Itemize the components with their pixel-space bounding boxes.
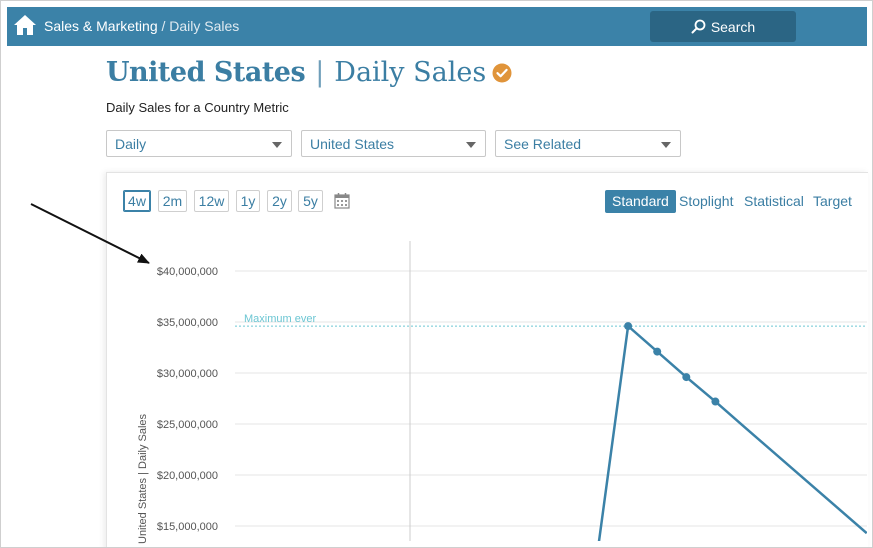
range-4w-button[interactable]: 4w bbox=[123, 190, 151, 212]
range-5y-button[interactable]: 5y bbox=[298, 190, 323, 212]
y-axis-tick-label: $40,000,000 bbox=[157, 266, 218, 278]
page-subtitle: Daily Sales for a Country Metric bbox=[106, 100, 289, 115]
breadcrumb-current-page: Daily Sales bbox=[169, 18, 240, 34]
chevron-down-icon bbox=[466, 142, 476, 148]
y-axis-tick-label: $30,000,000 bbox=[157, 368, 218, 380]
series-markers bbox=[624, 322, 720, 406]
y-axis-tick-labels: $40,000,000 $35,000,000 $30,000,000 $25,000… bbox=[157, 266, 218, 533]
title-metric: Daily Sales bbox=[334, 57, 487, 88]
data-point[interactable] bbox=[711, 397, 720, 406]
page-title: United States | Daily Sales bbox=[106, 57, 512, 88]
chart-gridlines bbox=[235, 270, 867, 527]
search-button-label: Search bbox=[710, 18, 756, 35]
range-2y-button[interactable]: 2y bbox=[267, 190, 292, 212]
series-line bbox=[597, 324, 867, 541]
maximum-ever-label: Maximum ever bbox=[244, 313, 316, 325]
y-axis-tick-label: $35,000,000 bbox=[157, 317, 218, 329]
chevron-down-icon bbox=[661, 142, 671, 148]
certified-badge-icon bbox=[492, 63, 512, 82]
see-related-dropdown[interactable]: See Related bbox=[495, 130, 681, 157]
view-standard-tab[interactable]: Standard bbox=[605, 190, 676, 213]
range-12w-button[interactable]: 12w bbox=[194, 190, 229, 212]
y-axis-tick-label: $25,000,000 bbox=[157, 419, 218, 431]
range-1y-button[interactable]: 1y bbox=[236, 190, 260, 212]
view-stoplight-tab[interactable]: Stoplight bbox=[679, 193, 734, 209]
y-axis-label: United States | Daily Sales bbox=[137, 413, 149, 544]
data-point[interactable] bbox=[682, 373, 691, 382]
country-dropdown[interactable]: United States bbox=[301, 130, 486, 157]
frequency-dropdown[interactable]: Daily bbox=[106, 130, 292, 157]
home-icon[interactable] bbox=[13, 14, 37, 36]
search-button[interactable]: Search bbox=[650, 11, 796, 42]
calendar-icon[interactable] bbox=[334, 192, 350, 209]
data-point[interactable] bbox=[653, 347, 662, 356]
breadcrumb: Sales & Marketing / Daily Sales bbox=[44, 18, 239, 34]
chevron-down-icon bbox=[272, 142, 282, 148]
country-dropdown-value: United States bbox=[310, 136, 395, 152]
view-target-tab[interactable]: Target bbox=[813, 193, 852, 209]
top-navigation-bar: Sales & Marketing / Daily Sales Search bbox=[7, 7, 867, 46]
search-icon bbox=[691, 19, 706, 34]
frequency-dropdown-value: Daily bbox=[115, 136, 147, 152]
breadcrumb-section-link[interactable]: Sales & Marketing bbox=[44, 18, 158, 34]
see-related-dropdown-value: See Related bbox=[504, 136, 582, 152]
title-separator: | bbox=[315, 57, 325, 88]
view-statistical-tab[interactable]: Statistical bbox=[744, 193, 804, 209]
y-axis-tick-label: $20,000,000 bbox=[157, 470, 218, 482]
breadcrumb-separator: / bbox=[161, 18, 166, 34]
data-point[interactable] bbox=[624, 322, 633, 331]
range-2m-button[interactable]: 2m bbox=[158, 190, 187, 212]
chart-panel bbox=[106, 172, 868, 547]
y-axis-tick-label: $15,000,000 bbox=[157, 521, 218, 533]
annotation-arrow bbox=[30, 203, 150, 264]
title-country: United States bbox=[106, 57, 306, 88]
